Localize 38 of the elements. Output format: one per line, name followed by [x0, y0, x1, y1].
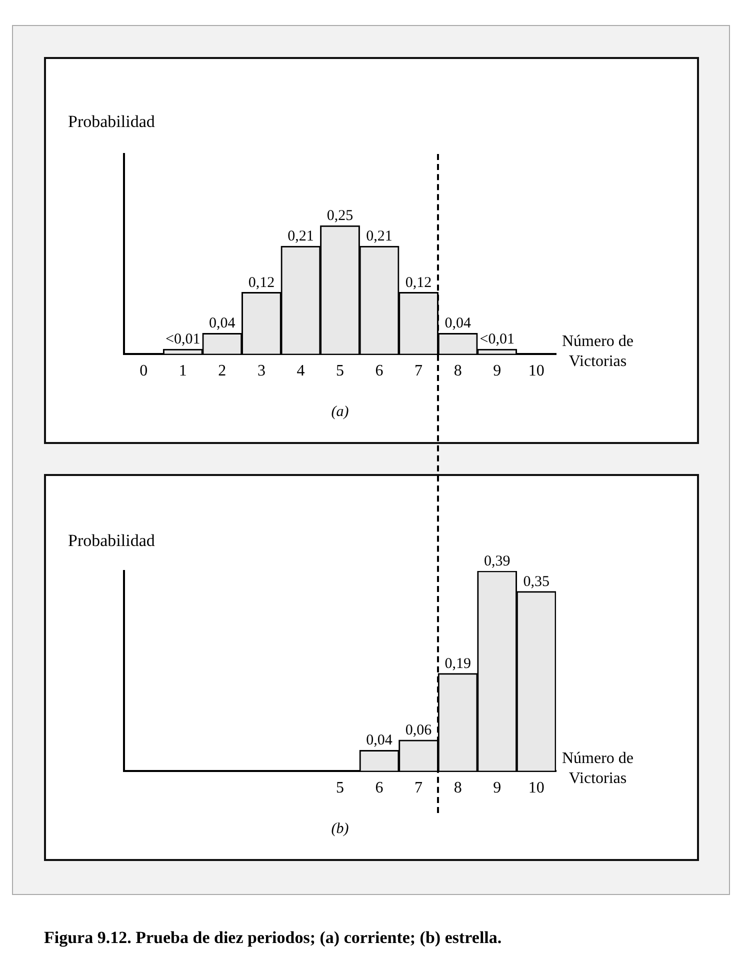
text: (a)	[331, 404, 349, 421]
x-tick-label: 5	[336, 362, 344, 380]
x-tick-label: 7	[414, 362, 423, 380]
data-label: <0,01	[166, 332, 200, 348]
x-tick-label: 2	[218, 362, 226, 380]
x-axis-title: Número de Victorias	[562, 332, 634, 372]
x-tick-label: 3	[257, 362, 266, 380]
data-label: 0,04	[209, 316, 236, 332]
x-tick-label: 9	[493, 780, 502, 797]
x-tick-label: 8	[454, 362, 462, 380]
data-label: 0,19	[444, 656, 471, 672]
text: (b)	[331, 820, 349, 838]
data-label: 0,12	[405, 274, 432, 291]
y-axis-title: Probabilidad	[68, 531, 155, 551]
data-label: 0,06	[405, 722, 432, 738]
data-label: 0,21	[366, 228, 392, 245]
x-tick-label: 8	[454, 780, 462, 797]
data-label: <0,01	[480, 332, 514, 348]
data-label: 0,35	[523, 574, 550, 590]
data-label: 0,12	[248, 274, 275, 291]
data-label: 0,04	[444, 316, 472, 332]
x-tick-label: 6	[375, 780, 384, 797]
x-tick-label: 0	[140, 362, 148, 380]
data-label: 0,04	[366, 732, 393, 749]
y-axis-title: Probabilidad	[68, 112, 155, 132]
x-tick-label: 9	[493, 362, 502, 380]
x-axis-title: Número de Victorias	[562, 748, 634, 789]
x-tick-label: 4	[296, 362, 305, 380]
text: Figura 9.12. Prueba de diez periodos; (a) corriente; (b) estrella.	[44, 928, 502, 948]
data-label: 0,25	[326, 208, 354, 224]
x-tick-label: 6	[375, 362, 384, 380]
data-label: 0,39	[484, 553, 510, 570]
data-label: 0,21	[288, 228, 314, 245]
x-tick-label: 7	[414, 780, 423, 797]
x-tick-label: 1	[178, 362, 187, 380]
x-tick-label: 5	[336, 780, 344, 797]
x-tick-label: 10	[528, 362, 544, 380]
x-tick-label: 10	[528, 780, 544, 797]
